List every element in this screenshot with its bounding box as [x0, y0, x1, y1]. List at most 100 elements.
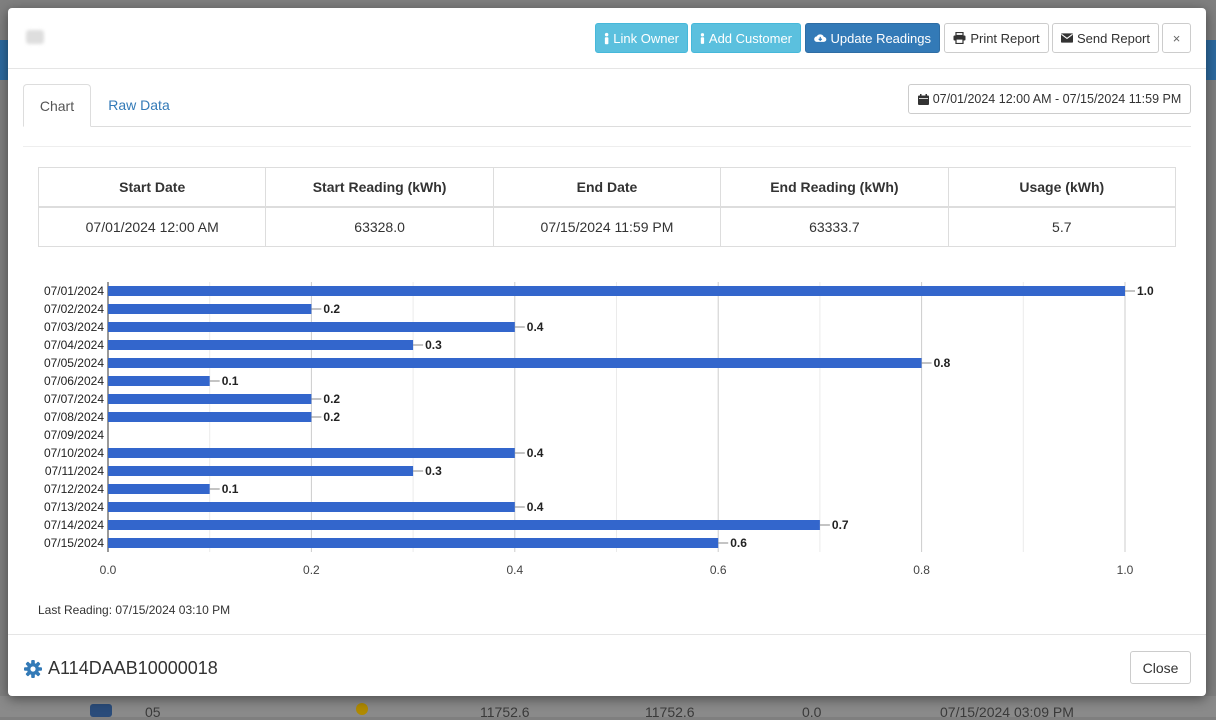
close-x-button[interactable]: ×: [1162, 23, 1191, 53]
chart-bar: [108, 376, 210, 386]
start-date-header: Start Date: [37, 167, 267, 208]
chart-bar: [108, 322, 515, 332]
update-readings-label: Update Readings: [830, 30, 931, 46]
chart-data-label: 0.2: [323, 302, 340, 316]
chart-bar: [108, 304, 312, 314]
chart-category-label: 07/10/2024: [44, 446, 104, 460]
chart-category-label: 07/15/2024: [44, 536, 104, 550]
chart-data-label: 0.1: [222, 482, 239, 496]
link-owner-button[interactable]: Link Owner: [595, 23, 688, 53]
end-date-value: 07/15/2024 11:59 PM: [492, 206, 722, 247]
chart-category-label: 07/12/2024: [44, 482, 104, 496]
background-cell: 11752.6: [480, 704, 530, 720]
daily-usage-chart: 07/01/2024 1.0 07/02/2024 0.2 07/03/2024 0.4 0…: [44, 282, 1154, 577]
last-reading-text: Last Reading: 07/15/2024 03:10 PM: [38, 603, 231, 617]
summary-data-row: 07/01/2024 12:00 AM 63328.0 07/15/2024 1…: [37, 206, 1177, 247]
chart-bar: [108, 520, 820, 530]
background-table-row: 05 11752.6 11752.6 0.0 07/15/2024 03:09 …: [0, 696, 1216, 720]
summary-table: Start Date Start Reading (kWh) End Date …: [37, 167, 1177, 247]
chart-category-label: 07/11/2024: [45, 464, 104, 478]
chart-category-label: 07/05/2024: [44, 356, 104, 370]
chart-category-label: 07/03/2024: [44, 320, 104, 334]
print-report-label: Print Report: [970, 30, 1040, 46]
link-owner-label: Link Owner: [613, 30, 679, 46]
chart-x-tick-label: 0.2: [303, 563, 320, 577]
chart-data-label: 0.3: [425, 464, 442, 478]
chart-bar: [108, 394, 312, 404]
modal-footer: [8, 634, 1206, 697]
chart-data-label: 0.4: [527, 446, 544, 460]
close-button[interactable]: Close: [1130, 651, 1191, 684]
add-customer-label: Add Customer: [708, 30, 792, 46]
envelope-icon: [1061, 33, 1073, 43]
chart-bar: [108, 466, 414, 476]
chart-x-tick-label: 0.4: [506, 563, 523, 577]
person-icon: [604, 32, 609, 44]
chart-category-label: 07/06/2024: [44, 374, 104, 388]
printer-icon: [953, 32, 966, 44]
meter-report-modal: Link Owner Add Customer Update Readings …: [8, 8, 1206, 696]
summary-header-row: Start Date Start Reading (kWh) End Date …: [37, 167, 1177, 208]
chart-x-tick-label: 0.0: [100, 563, 117, 577]
chart-bar: [108, 286, 1125, 296]
gear-icon: [24, 659, 42, 678]
chart-data-label: 0.2: [323, 392, 340, 406]
chart-category-label: 07/09/2024: [44, 428, 104, 442]
start-reading-value: 63328.0: [265, 206, 494, 247]
usage-header: Usage (kWh): [947, 167, 1177, 208]
report-tabs: Chart Raw Data: [23, 84, 1191, 127]
chart-data-label: 0.4: [527, 500, 544, 514]
chart-data-label: 0.1: [222, 374, 239, 388]
chart-category-label: 07/04/2024: [44, 338, 104, 352]
chart-data-label: 0.4: [527, 320, 544, 334]
chart-bar: [108, 538, 719, 548]
start-reading-header: Start Reading (kWh): [265, 167, 494, 208]
chart-category-label: 07/07/2024: [44, 392, 104, 406]
print-report-button[interactable]: Print Report: [944, 23, 1049, 53]
chart-data-label: 0.2: [323, 410, 340, 424]
chart-bar: [108, 358, 922, 368]
chart-bar: [108, 502, 515, 512]
chart-x-tick-label: 1.0: [1117, 563, 1134, 577]
background-status-icon: [356, 703, 368, 715]
chart-bar: [108, 412, 312, 422]
chart-bar: [108, 448, 515, 458]
chart-data-label: 0.3: [425, 338, 442, 352]
chart-x-tick-label: 0.6: [710, 563, 727, 577]
tab-raw-data[interactable]: Raw Data: [108, 97, 170, 113]
usage-value: 5.7: [947, 206, 1177, 247]
date-range-label: 07/01/2024 12:00 AM - 07/15/2024 11:59 P…: [932, 92, 1182, 106]
background-cell: 05: [145, 704, 161, 720]
chart-category-label: 07/14/2024: [44, 518, 104, 532]
chart-data-label: 0.7: [832, 518, 849, 532]
tab-chart[interactable]: Chart: [23, 84, 91, 127]
start-date-value: 07/01/2024 12:00 AM: [37, 206, 267, 247]
update-readings-button[interactable]: Update Readings: [805, 23, 940, 53]
send-report-label: Send Report: [1077, 30, 1150, 46]
person-icon: [700, 32, 705, 44]
background-cell: 07/15/2024 03:09 PM: [940, 704, 1074, 720]
chart-data-label: 0.6: [730, 536, 747, 550]
send-report-button[interactable]: Send Report: [1052, 23, 1159, 53]
device-id-label: A114DAAB10000018: [48, 658, 218, 678]
blurred-logo: [26, 30, 44, 44]
modal-header: Link Owner Add Customer Update Readings …: [8, 8, 1206, 69]
chart-data-label: 0.8: [934, 356, 951, 370]
chart-data-label: 1.0: [1137, 284, 1154, 298]
date-range-picker[interactable]: 07/01/2024 12:00 AM - 07/15/2024 11:59 P…: [908, 84, 1191, 114]
end-reading-value: 63333.7: [720, 206, 949, 247]
chart-category-label: 07/08/2024: [44, 410, 104, 424]
chart-bar: [108, 340, 414, 350]
calendar-icon: [917, 93, 929, 105]
end-date-header: End Date: [492, 167, 722, 208]
background-checkbox: [90, 704, 112, 717]
end-reading-header: End Reading (kWh): [720, 167, 949, 208]
chart-bar: [108, 484, 210, 494]
close-icon: ×: [1172, 30, 1181, 46]
background-cell: 0.0: [802, 704, 822, 720]
background-cell: 11752.6: [645, 704, 695, 720]
device-title: A114DAAB10000018: [24, 658, 218, 679]
chart-category-label: 07/02/2024: [44, 302, 104, 316]
cloud-download-icon: [814, 34, 827, 42]
add-customer-button[interactable]: Add Customer: [691, 23, 801, 53]
